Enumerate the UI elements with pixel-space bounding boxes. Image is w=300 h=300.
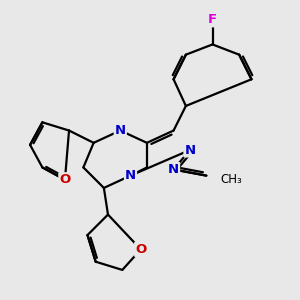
Text: N: N <box>168 163 179 176</box>
Text: F: F <box>208 13 217 26</box>
Text: CH₃: CH₃ <box>221 173 242 186</box>
Text: N: N <box>125 169 136 182</box>
Text: N: N <box>115 124 126 137</box>
Text: O: O <box>59 173 70 186</box>
Text: O: O <box>135 243 146 256</box>
Text: N: N <box>184 143 196 157</box>
